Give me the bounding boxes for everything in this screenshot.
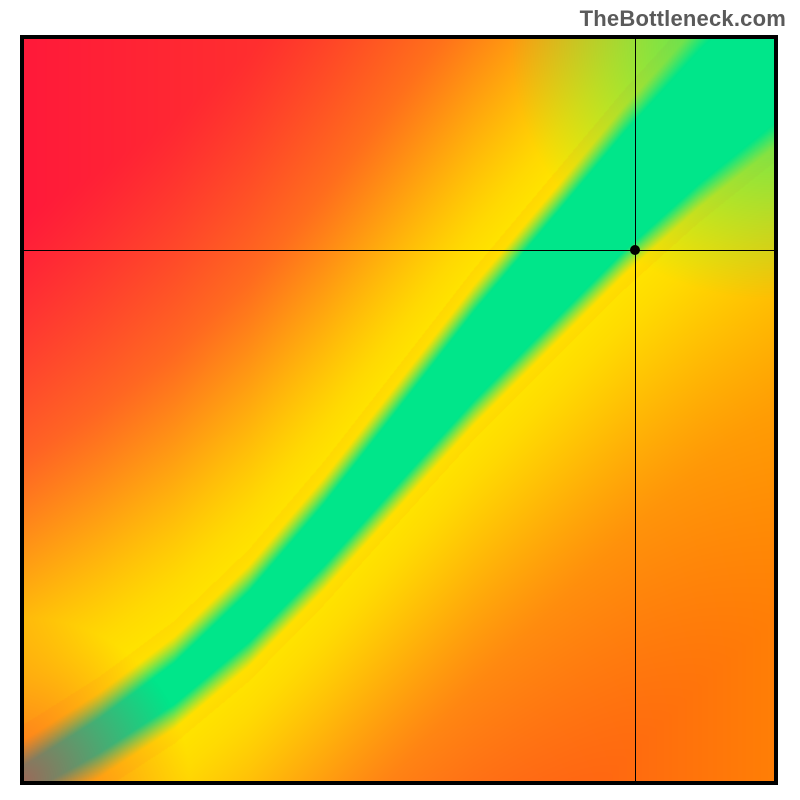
plot-border bbox=[20, 35, 778, 785]
watermark-text: TheBottleneck.com bbox=[580, 6, 786, 32]
crosshair-vertical bbox=[635, 39, 636, 781]
chart-container: TheBottleneck.com bbox=[0, 0, 800, 800]
crosshair-horizontal bbox=[24, 250, 774, 251]
